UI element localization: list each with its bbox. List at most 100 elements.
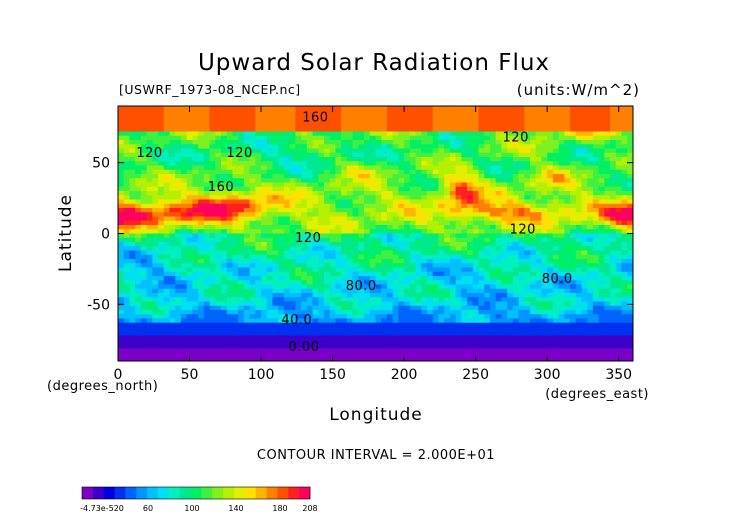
heatmap-cell xyxy=(621,203,628,209)
heatmap-cell xyxy=(226,212,234,218)
heatmap-cell xyxy=(386,127,394,133)
heatmap-cell xyxy=(346,284,354,290)
heatmap-cell xyxy=(146,182,153,188)
heatmap-cell xyxy=(180,131,188,137)
heatmap-cell xyxy=(146,225,153,230)
heatmap-cell xyxy=(455,161,462,167)
heatmap-cell xyxy=(352,220,359,226)
heatmap-cell xyxy=(530,123,537,128)
heatmap-cell xyxy=(329,225,337,230)
heatmap-cell xyxy=(535,203,543,209)
heatmap-cell xyxy=(375,331,382,337)
heatmap-cell xyxy=(358,327,365,332)
heatmap-cell xyxy=(261,220,268,226)
heatmap-cell xyxy=(358,127,365,133)
heatmap-cell xyxy=(135,327,142,332)
heatmap-cell xyxy=(318,254,325,260)
heatmap-cell xyxy=(198,144,205,150)
heatmap-cell xyxy=(140,135,148,141)
heatmap-cell xyxy=(232,135,239,141)
heatmap-cell xyxy=(386,199,394,205)
heatmap-cell xyxy=(604,310,611,315)
heatmap-cell xyxy=(421,331,428,337)
heatmap-cell xyxy=(272,267,279,273)
heatmap-cell xyxy=(186,178,193,184)
heatmap-cell xyxy=(278,144,285,150)
heatmap-cell xyxy=(283,305,291,311)
heatmap-cell xyxy=(386,152,394,158)
heatmap-cell xyxy=(489,169,497,175)
heatmap-cell xyxy=(352,327,359,332)
heatmap-cell xyxy=(604,314,611,320)
heatmap-cell xyxy=(530,305,537,311)
heatmap-cell xyxy=(398,118,405,124)
heatmap-cell xyxy=(118,310,125,315)
heatmap-cell xyxy=(272,271,279,277)
heatmap-cell xyxy=(398,229,405,235)
heatmap-cell xyxy=(146,135,153,141)
heatmap-cell xyxy=(221,110,228,116)
heatmap-cell xyxy=(152,310,159,315)
heatmap-cell xyxy=(243,250,251,256)
heatmap-cell xyxy=(266,301,274,307)
heatmap-cell xyxy=(375,271,382,277)
heatmap-cell xyxy=(604,140,611,145)
heatmap-cell xyxy=(570,110,577,116)
heatmap-cell xyxy=(415,140,422,145)
heatmap-cell xyxy=(415,293,422,298)
heatmap-cell xyxy=(598,195,605,201)
heatmap-cell xyxy=(524,280,531,286)
heatmap-cell xyxy=(255,310,262,315)
heatmap-cell xyxy=(415,135,422,141)
heatmap-cell xyxy=(221,169,228,175)
heatmap-cell xyxy=(198,131,205,137)
heatmap-cell xyxy=(524,284,531,290)
heatmap-cell xyxy=(484,157,491,162)
heatmap-cell xyxy=(564,288,571,294)
heatmap-cell xyxy=(421,322,428,328)
heatmap-cell xyxy=(518,246,525,252)
heatmap-cell xyxy=(312,229,319,235)
heatmap-cell xyxy=(541,242,548,247)
heatmap-cell xyxy=(301,301,308,307)
heatmap-cell xyxy=(386,314,394,320)
heatmap-cell xyxy=(180,310,188,315)
heatmap-cell xyxy=(501,271,508,277)
heatmap-cell xyxy=(163,318,171,324)
heatmap-cell xyxy=(209,123,216,128)
heatmap-cell xyxy=(409,123,417,128)
heatmap-cell xyxy=(495,233,502,239)
heatmap-cell xyxy=(232,165,239,171)
heatmap-cell xyxy=(587,225,594,230)
heatmap-cell xyxy=(484,216,491,222)
heatmap-cell xyxy=(289,284,296,290)
heatmap-cell xyxy=(232,123,239,128)
heatmap-cell xyxy=(301,208,308,213)
heatmap-cell xyxy=(507,246,514,252)
heatmap-cell xyxy=(472,322,480,328)
heatmap-cell xyxy=(501,131,508,137)
heatmap-cell xyxy=(358,305,365,311)
heatmap-cell xyxy=(163,335,171,341)
heatmap-cell xyxy=(335,254,342,260)
heatmap-cell xyxy=(587,114,594,120)
heatmap-cell xyxy=(524,114,531,120)
heatmap-cell xyxy=(541,169,548,175)
heatmap-cell xyxy=(604,246,611,252)
heatmap-cell xyxy=(295,335,302,341)
heatmap-cell xyxy=(427,123,434,128)
heatmap-cell xyxy=(495,310,502,315)
heatmap-cell xyxy=(409,250,417,256)
heatmap-cell xyxy=(346,178,354,184)
heatmap-cell xyxy=(598,106,605,111)
heatmap-cell xyxy=(535,216,543,222)
heatmap-cell xyxy=(592,148,600,154)
heatmap-cell xyxy=(335,123,342,128)
heatmap-cell xyxy=(123,152,131,158)
heatmap-cell xyxy=(123,263,131,269)
heatmap-cell xyxy=(135,203,142,209)
heatmap-cell xyxy=(306,182,314,188)
heatmap-cell xyxy=(386,220,394,226)
heatmap-cell xyxy=(123,148,131,154)
heatmap-cell xyxy=(507,199,514,205)
